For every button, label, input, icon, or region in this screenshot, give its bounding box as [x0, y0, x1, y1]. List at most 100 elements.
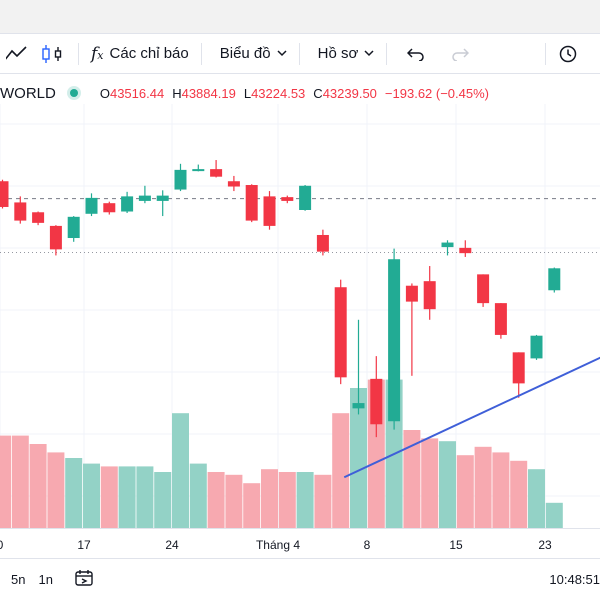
legend-open: O43516.44	[100, 86, 164, 101]
candle-body	[85, 197, 98, 214]
undo-button[interactable]	[401, 34, 431, 74]
volume-bar	[474, 446, 492, 528]
volume-bar	[456, 455, 474, 528]
legend-high-prefix: H	[172, 85, 182, 101]
candle-body	[138, 195, 151, 201]
range-5d-button[interactable]: 5n	[11, 572, 26, 587]
function-fx-icon: fx	[91, 43, 104, 64]
candle-body	[32, 212, 45, 223]
toolbar-divider	[200, 42, 202, 65]
legend-close-value: 43239.50	[322, 85, 377, 101]
volume-bar	[47, 452, 65, 528]
candle-body	[370, 378, 383, 425]
chart-toolbar: fx Các chỉ báo Biểu đồ Hồ sơ	[0, 34, 600, 74]
symbol-legend: WORLD O43516.44 H43884.19 L43224.53 C432…	[0, 82, 489, 104]
volume-bar	[278, 472, 296, 528]
candle-body	[388, 259, 401, 422]
volume-bar	[29, 444, 47, 528]
candle-body	[530, 335, 543, 359]
volume-bar	[65, 458, 83, 528]
legend-low: L43224.53	[244, 86, 305, 101]
candle-body	[156, 195, 169, 201]
chevron-down-icon	[277, 50, 287, 57]
candle-body	[548, 268, 561, 291]
redo-icon	[452, 47, 470, 61]
volume-bar	[0, 435, 11, 528]
date-range-button[interactable]	[75, 569, 95, 590]
candle-body	[316, 234, 329, 252]
volume-bar	[100, 466, 118, 528]
indicators-label: Các chỉ báo	[109, 45, 189, 62]
x-tick-label: 15	[449, 538, 463, 552]
volume-bar	[118, 466, 136, 528]
replay-button[interactable]	[552, 34, 586, 74]
range-1d-button[interactable]: 1n	[38, 572, 53, 587]
profile-menu-label: Hồ sơ	[317, 45, 359, 62]
legend-open-value: 43516.44	[109, 85, 165, 101]
candle-body	[210, 169, 223, 177]
candle-body	[494, 303, 507, 335]
candle-body	[49, 225, 62, 250]
legend-close-prefix: C	[313, 85, 323, 101]
volume-bar	[296, 472, 314, 528]
legend-high: H43884.19	[172, 86, 236, 101]
candle-body	[477, 274, 490, 304]
toolbar-divider	[386, 42, 388, 65]
volume-bar	[421, 438, 439, 528]
symbol-name[interactable]: WORLD	[0, 84, 56, 102]
undo-icon	[407, 47, 425, 61]
clock-time: 10:48:51	[549, 572, 600, 587]
volume-bar	[439, 441, 456, 528]
x-tick-label: 24	[165, 538, 179, 552]
volume-bar	[545, 502, 563, 528]
candle-body	[0, 181, 9, 207]
x-tick-label: 8	[363, 538, 371, 552]
line-chart-icon[interactable]	[0, 34, 34, 74]
legend-low-value: 43224.53	[251, 85, 306, 101]
toolbar-divider	[298, 42, 300, 65]
chart-pane[interactable]	[0, 104, 600, 528]
x-tick-label: 0	[0, 538, 3, 552]
candle-body	[14, 202, 27, 221]
volume-bar	[261, 469, 278, 528]
candle-body	[405, 285, 418, 302]
candles-chart-icon[interactable]	[34, 34, 72, 74]
candle-body	[227, 181, 240, 187]
candle-body	[352, 403, 365, 409]
candle-body	[512, 352, 525, 384]
indicators-button[interactable]: fx Các chỉ báo	[85, 34, 195, 74]
volume-bar	[243, 483, 261, 528]
volume-bar	[332, 413, 350, 528]
price-chart[interactable]	[0, 104, 600, 528]
candle-body	[67, 216, 80, 239]
window-top-strip	[0, 0, 600, 34]
market-status-dot[interactable]	[69, 89, 78, 97]
candle-body	[441, 242, 454, 248]
volume-bar	[136, 466, 154, 528]
legend-high-value: 43884.19	[181, 85, 236, 101]
redo-button[interactable]	[445, 34, 475, 74]
candle-body	[245, 185, 258, 221]
candle-body	[103, 203, 116, 213]
x-tick-label: Tháng 4	[255, 538, 301, 552]
volume-bar	[225, 474, 243, 528]
candle-body	[174, 169, 187, 190]
candle-body	[334, 287, 347, 378]
volume-bar	[528, 469, 545, 528]
candle-body	[299, 185, 312, 210]
candle-body	[121, 196, 134, 212]
time-axis[interactable]: 0 17 24 Tháng 4 8 15 23	[0, 528, 600, 558]
volume-bar	[172, 413, 189, 528]
candle-body	[263, 196, 276, 226]
chevron-down-icon	[364, 50, 374, 57]
candle-body	[281, 197, 294, 201]
volume-bar	[189, 463, 207, 528]
toolbar-divider	[78, 42, 79, 65]
candle-body	[459, 247, 472, 254]
candle-body	[192, 169, 205, 172]
chart-menu-label: Biểu đồ	[219, 45, 271, 62]
volume-bar	[510, 460, 528, 528]
profile-menu-button[interactable]: Hồ sơ	[306, 34, 381, 74]
chart-menu-button[interactable]: Biểu đồ	[208, 34, 293, 74]
calendar-arrow-icon	[75, 570, 93, 586]
